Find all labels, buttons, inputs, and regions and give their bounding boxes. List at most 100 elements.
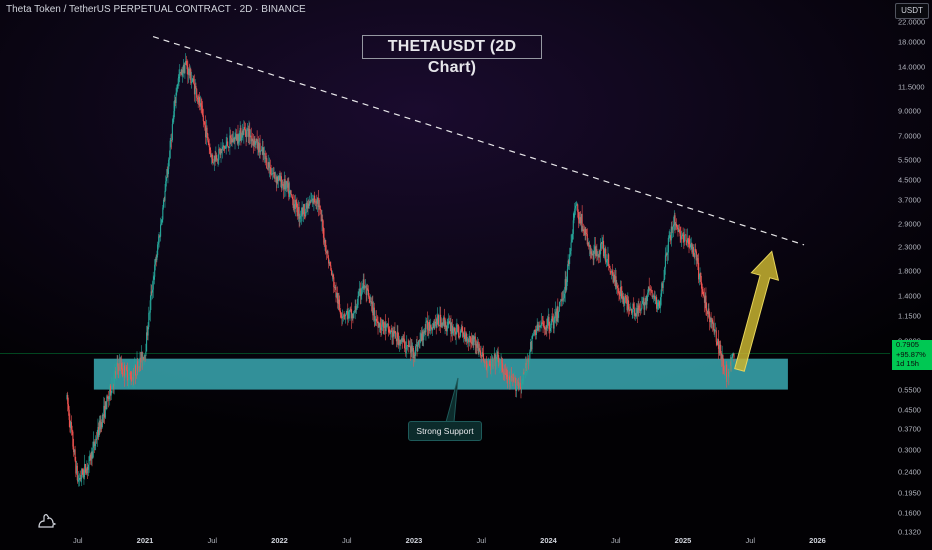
candle-body bbox=[155, 258, 157, 261]
candle-body bbox=[378, 323, 381, 328]
candle-body bbox=[588, 245, 591, 247]
candle-body bbox=[557, 306, 559, 318]
candle-body bbox=[718, 348, 720, 354]
candle-body bbox=[549, 329, 551, 331]
candle-body bbox=[248, 129, 250, 137]
candle-body bbox=[151, 291, 153, 293]
price-tick-label: 7.0000 bbox=[898, 131, 921, 141]
candle-body bbox=[376, 321, 378, 322]
candle-body bbox=[187, 69, 189, 75]
candle-body bbox=[633, 303, 635, 309]
bar-countdown: 1d 15h bbox=[896, 359, 919, 368]
tradingview-logo-icon[interactable] bbox=[36, 512, 58, 530]
candle-body bbox=[730, 361, 732, 366]
candle-body bbox=[143, 355, 145, 360]
candle-body bbox=[684, 234, 686, 242]
candle-body bbox=[614, 274, 616, 282]
candle-body bbox=[140, 352, 142, 363]
candle-body bbox=[67, 394, 69, 405]
currency-button[interactable]: USDT bbox=[895, 3, 929, 19]
candle-body bbox=[572, 233, 574, 240]
candle-body bbox=[185, 61, 187, 65]
candle-body bbox=[90, 454, 92, 461]
candle-body bbox=[506, 374, 508, 377]
candle-body bbox=[108, 396, 110, 400]
candle-body bbox=[89, 454, 91, 457]
candle-body bbox=[166, 177, 168, 178]
candle-body bbox=[505, 373, 507, 375]
candle-body bbox=[560, 299, 562, 302]
candle-body bbox=[80, 477, 82, 479]
candle-body bbox=[604, 248, 606, 254]
candle-body bbox=[693, 255, 695, 257]
candle-body bbox=[645, 297, 647, 305]
candle-body bbox=[278, 175, 280, 177]
candle-body bbox=[568, 260, 570, 265]
candle-body bbox=[678, 229, 680, 232]
candle-body bbox=[304, 215, 306, 217]
candle-body bbox=[681, 235, 683, 240]
candle-body bbox=[690, 243, 692, 245]
candle-body bbox=[115, 371, 117, 375]
candle-body bbox=[723, 370, 725, 372]
candle-body bbox=[706, 310, 708, 311]
candle-body bbox=[627, 300, 629, 311]
candle-body bbox=[686, 238, 689, 243]
candle-body bbox=[247, 128, 249, 130]
candle-body bbox=[101, 422, 103, 427]
candle-body bbox=[671, 226, 673, 230]
candle-body bbox=[512, 377, 514, 379]
candle-body bbox=[689, 244, 691, 248]
candle-body bbox=[115, 368, 117, 375]
candle-body bbox=[628, 300, 630, 310]
candle-body bbox=[189, 69, 191, 76]
candle-body bbox=[423, 333, 425, 341]
candle-body bbox=[266, 158, 268, 169]
support-annotation-label: Strong Support bbox=[408, 421, 482, 441]
candle-body bbox=[490, 361, 493, 371]
candle-body bbox=[126, 370, 128, 381]
candle-body bbox=[511, 377, 513, 381]
candle-body bbox=[575, 204, 577, 206]
candle-body bbox=[698, 277, 700, 280]
candle-body bbox=[237, 134, 239, 144]
candle-body bbox=[406, 345, 408, 349]
candle-body bbox=[107, 398, 109, 400]
time-axis[interactable]: Jul 2021 Jul 2022 Jul 2023 Jul 2024 Jul 2025 Jul 20… bbox=[0, 534, 890, 550]
candle-body bbox=[611, 270, 613, 275]
candle-body bbox=[623, 302, 625, 304]
candle-body bbox=[287, 183, 289, 188]
candle-body bbox=[704, 295, 706, 303]
candle-body bbox=[225, 144, 227, 147]
candle-body bbox=[210, 150, 212, 158]
candle-body bbox=[491, 360, 493, 362]
candle-body bbox=[359, 288, 361, 297]
candle-body bbox=[276, 176, 278, 184]
candle-body bbox=[346, 310, 348, 313]
price-axis[interactable]: 22.0000 18.0000 14.0000 11.5000 9.0000 7.0000… bbox=[890, 0, 932, 536]
candle-body bbox=[84, 463, 86, 473]
candle-body bbox=[441, 322, 443, 326]
candle-body bbox=[378, 327, 380, 328]
candle-body bbox=[408, 345, 410, 347]
candle-body bbox=[516, 384, 518, 391]
candle-body bbox=[443, 317, 445, 327]
candle-body bbox=[660, 293, 662, 305]
candle-body bbox=[76, 465, 78, 481]
candle-body bbox=[247, 128, 249, 137]
candle-body bbox=[403, 338, 405, 340]
candle-body bbox=[451, 325, 453, 334]
candle-body bbox=[619, 294, 621, 297]
candle-body bbox=[387, 323, 389, 325]
candle-body bbox=[599, 250, 601, 255]
candle-body bbox=[221, 146, 224, 150]
candle-body bbox=[70, 422, 72, 430]
candle-body bbox=[282, 184, 284, 185]
chart-title-badge: THETAUSDT (2D Chart) bbox=[362, 35, 542, 76]
price-tick-label: 0.2400 bbox=[898, 467, 921, 477]
candle-body bbox=[654, 298, 656, 300]
candle-body bbox=[87, 464, 89, 470]
symbol-title[interactable]: Theta Token / TetherUS PERPETUAL CONTRAC… bbox=[6, 4, 306, 15]
forecast-arrow bbox=[734, 250, 780, 372]
